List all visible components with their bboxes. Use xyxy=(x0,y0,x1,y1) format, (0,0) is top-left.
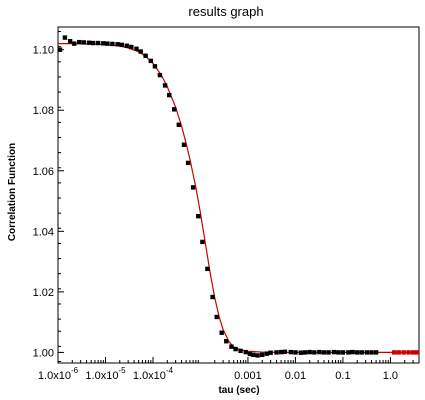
data-point xyxy=(229,344,234,349)
data-point xyxy=(293,350,298,355)
data-point xyxy=(369,350,374,355)
data-point xyxy=(167,92,172,98)
data-point xyxy=(346,350,351,355)
data-point xyxy=(312,350,317,355)
y-axis-ticks: 1.00 1.02 1.04 1.06 1.08 1.10 xyxy=(33,31,64,362)
data-point xyxy=(119,42,124,48)
fit-point xyxy=(406,350,411,355)
data-point xyxy=(326,350,331,355)
x-tick-label: 0.1 xyxy=(335,370,350,382)
x-axis-ticks: 1.0x10-6 1.0x10-5 1.0x10-4 0.001 0.01 0.1 1.0 xyxy=(38,357,420,382)
x-tick-label: 1.0 xyxy=(383,370,398,382)
data-point xyxy=(274,350,279,355)
y-tick-label: 1.04 xyxy=(33,226,54,238)
chart-title: results graph xyxy=(188,4,263,19)
y-axis-label: Correlation Function xyxy=(7,143,18,241)
y-tick-label: 1.10 xyxy=(33,45,54,57)
fit-point xyxy=(414,350,420,355)
data-point xyxy=(205,266,210,272)
data-point xyxy=(172,107,177,112)
data-point xyxy=(336,350,341,355)
plot-frame xyxy=(57,26,420,364)
data-point xyxy=(77,39,82,45)
data-point xyxy=(350,349,355,355)
data-point xyxy=(138,49,143,54)
data-point xyxy=(224,339,229,344)
data-point xyxy=(260,352,265,358)
data-point xyxy=(81,40,87,45)
y-tick-label: 1.08 xyxy=(33,105,54,117)
fit-point xyxy=(396,350,401,355)
data-point xyxy=(321,350,327,355)
data-point xyxy=(247,351,253,357)
data-point xyxy=(355,350,360,355)
data-point xyxy=(331,349,337,355)
data-point xyxy=(95,40,101,46)
data-point xyxy=(359,350,365,355)
data-point xyxy=(288,349,294,355)
data-point xyxy=(298,350,304,355)
data-point xyxy=(264,351,270,356)
data-point xyxy=(157,72,163,78)
data-point xyxy=(152,64,158,69)
data-point xyxy=(72,41,77,46)
data-point xyxy=(185,160,191,166)
data-point xyxy=(364,350,370,355)
data-point xyxy=(302,350,308,355)
y-tick-label: 1.02 xyxy=(33,287,54,299)
fit-point xyxy=(410,350,416,355)
data-point xyxy=(243,349,248,355)
y-tick-label: 1.06 xyxy=(33,166,54,178)
data-point xyxy=(255,353,260,358)
data-point xyxy=(317,349,322,355)
data-point xyxy=(57,47,63,52)
data-point xyxy=(143,53,148,58)
data-point xyxy=(251,352,256,358)
x-tick-label: 1.0x10-5 xyxy=(85,366,126,382)
data-point xyxy=(110,41,115,47)
data-point xyxy=(129,44,134,50)
data-point xyxy=(214,314,219,320)
data-point xyxy=(219,330,224,335)
data-point xyxy=(67,39,73,44)
data-point xyxy=(282,349,288,354)
data-point xyxy=(134,46,139,51)
data-point xyxy=(200,239,205,245)
data-point xyxy=(196,213,201,219)
data-point xyxy=(124,43,129,48)
data-point xyxy=(176,122,182,127)
data-point xyxy=(105,41,110,46)
data-point xyxy=(86,40,92,45)
x-tick-label: 0.01 xyxy=(285,370,306,382)
data-point xyxy=(278,349,284,355)
fit-point xyxy=(401,350,406,355)
x-tick-label: 0.001 xyxy=(234,370,262,382)
data-point xyxy=(162,83,168,88)
x-tick-label: 1.0x10-4 xyxy=(133,366,174,382)
data-point xyxy=(373,350,379,355)
data-point xyxy=(148,58,154,64)
data-point xyxy=(238,348,243,354)
data-point xyxy=(181,142,187,147)
x-tick-label: 1.0x10-6 xyxy=(38,366,79,382)
data-point xyxy=(115,42,120,47)
data-point xyxy=(307,349,312,355)
x-axis-label: tau (sec) xyxy=(218,385,259,396)
data-point xyxy=(101,41,106,46)
data-point xyxy=(233,346,238,352)
y-tick-label: 1.00 xyxy=(33,347,54,359)
data-point xyxy=(210,294,215,300)
data-point xyxy=(190,185,196,190)
data-point xyxy=(62,35,68,40)
data-point xyxy=(340,350,346,355)
plot-area xyxy=(57,35,420,358)
fit-point xyxy=(391,350,397,355)
data-point xyxy=(268,350,273,355)
data-point xyxy=(90,40,96,46)
